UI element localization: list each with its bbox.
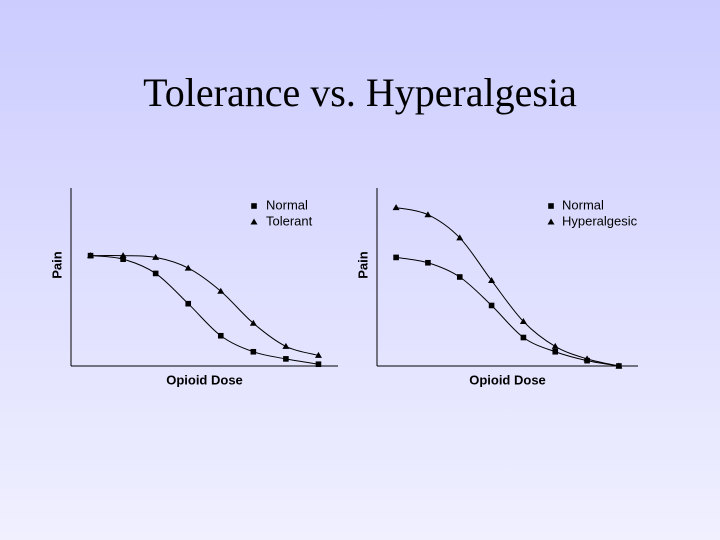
legend-marker bbox=[548, 203, 554, 209]
y-axis-label: Pain bbox=[49, 251, 64, 279]
marker bbox=[520, 334, 527, 341]
marker bbox=[519, 318, 527, 324]
marker bbox=[393, 254, 399, 261]
legend-label: Normal bbox=[562, 197, 604, 212]
marker bbox=[283, 356, 289, 362]
marker bbox=[250, 348, 257, 355]
legend-marker bbox=[547, 218, 555, 225]
marker bbox=[425, 259, 431, 266]
slide-title: Tolerance vs. Hyperalgesia bbox=[143, 70, 577, 115]
marker bbox=[552, 348, 559, 355]
marker bbox=[152, 270, 159, 277]
marker bbox=[282, 342, 290, 349]
marker bbox=[583, 355, 591, 362]
legend-marker bbox=[251, 203, 257, 209]
marker bbox=[488, 277, 496, 284]
marker bbox=[315, 361, 322, 368]
marker bbox=[424, 211, 432, 218]
marker bbox=[119, 252, 127, 259]
marker bbox=[249, 319, 257, 326]
marker bbox=[314, 351, 322, 358]
marker bbox=[120, 256, 126, 262]
marker bbox=[392, 204, 400, 211]
marker bbox=[456, 234, 464, 241]
legend-marker bbox=[250, 218, 258, 225]
marker bbox=[217, 287, 225, 294]
legend-label: Normal bbox=[266, 197, 308, 212]
y-axis-label: Pain bbox=[355, 251, 370, 279]
marker bbox=[551, 342, 559, 349]
legend-label: Hyperalgesic bbox=[562, 213, 638, 228]
marker bbox=[152, 253, 160, 260]
series-line bbox=[90, 255, 319, 356]
marker bbox=[488, 302, 495, 309]
marker bbox=[185, 300, 192, 307]
legend-label: Tolerant bbox=[266, 213, 313, 228]
marker bbox=[184, 264, 192, 271]
marker bbox=[87, 252, 95, 259]
x-axis-label: Opioid Dose bbox=[469, 372, 546, 387]
series-line bbox=[395, 207, 620, 367]
marker bbox=[615, 362, 623, 369]
marker bbox=[456, 274, 463, 280]
marker bbox=[217, 332, 224, 339]
series-line bbox=[396, 256, 619, 367]
x-axis-label: Opioid Dose bbox=[166, 372, 243, 387]
